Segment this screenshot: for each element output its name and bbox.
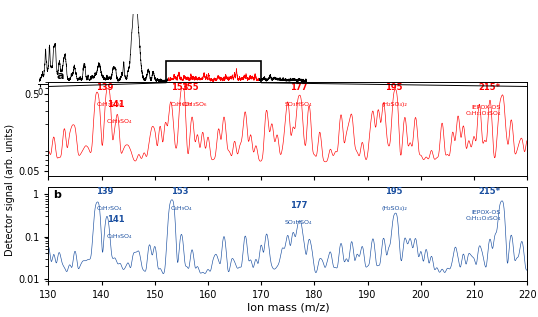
- Text: C₃H₉SO₄: C₃H₉SO₄: [107, 119, 132, 124]
- Bar: [166, 61, 261, 83]
- Text: C₃H₇SO₄: C₃H₇SO₄: [96, 206, 122, 211]
- Text: (H₂SO₄)₂: (H₂SO₄)₂: [381, 206, 407, 211]
- Text: C₄H₉O₄: C₄H₉O₄: [171, 206, 193, 211]
- Text: 177: 177: [290, 201, 307, 210]
- Text: 153: 153: [171, 83, 188, 92]
- Text: 141: 141: [107, 100, 125, 109]
- Text: C₃H₇SO₄: C₃H₇SO₄: [96, 102, 122, 107]
- Text: C₂H₃SO₆: C₂H₃SO₆: [181, 102, 207, 107]
- Text: 195: 195: [386, 83, 403, 92]
- Text: C₄H₉O₄: C₄H₉O₄: [171, 102, 193, 107]
- X-axis label: Ion mass (m/z): Ion mass (m/z): [246, 302, 329, 312]
- Text: IEPOX-OS
C₅H₁₁O₃SO₄: IEPOX-OS C₅H₁₁O₃SO₄: [465, 105, 501, 116]
- Text: 215*: 215*: [478, 187, 501, 196]
- Text: 139: 139: [96, 187, 114, 196]
- Text: C₃H₉SO₄: C₃H₉SO₄: [107, 234, 132, 239]
- Text: SO₃HSO₄: SO₃HSO₄: [285, 102, 312, 107]
- Text: 153: 153: [171, 187, 188, 196]
- Text: SO₃HSO₄: SO₃HSO₄: [285, 220, 312, 225]
- Text: (H₂SO₄)₂: (H₂SO₄)₂: [381, 102, 407, 107]
- Text: a: a: [56, 70, 64, 81]
- Text: 195: 195: [386, 187, 403, 196]
- Text: 177: 177: [290, 83, 307, 92]
- Text: 139: 139: [96, 83, 114, 92]
- Text: 141: 141: [107, 216, 125, 224]
- Text: IEPOX-OS
C₅H₁₁O₃SO₄: IEPOX-OS C₅H₁₁O₃SO₄: [465, 210, 501, 221]
- Text: Detector signal (arb. units): Detector signal (arb. units): [5, 124, 15, 256]
- Text: b: b: [53, 190, 61, 200]
- Text: 215*: 215*: [478, 83, 501, 92]
- Text: 155: 155: [181, 83, 199, 92]
